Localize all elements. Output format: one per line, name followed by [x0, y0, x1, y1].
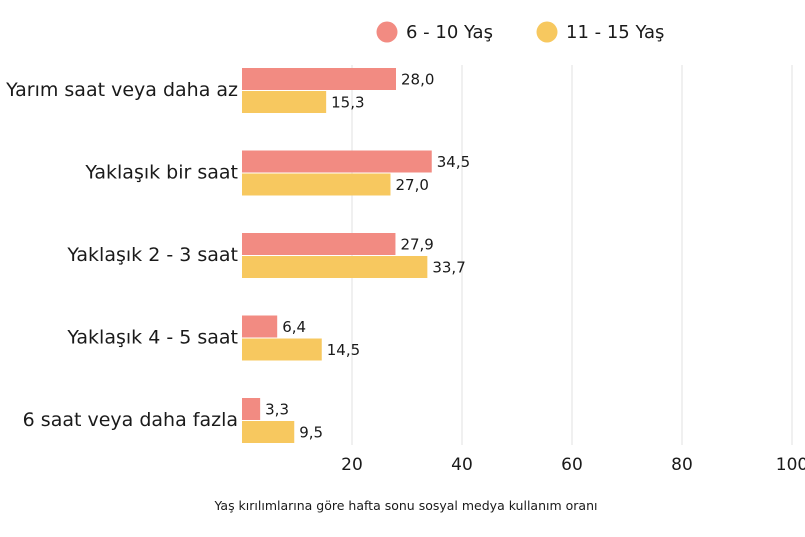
gridlines	[351, 65, 793, 445]
category-label: Yarım saat veya daha az	[5, 79, 238, 101]
x-tick-label: 40	[451, 455, 473, 475]
data-label: 6,4	[282, 318, 306, 336]
bar-age-11-15	[242, 338, 322, 361]
x-tick-label: 60	[561, 455, 583, 475]
bar-age-11-15	[242, 256, 428, 278]
category-label: Yaklaşık bir saat	[84, 162, 238, 184]
bar-age-11-15	[242, 173, 391, 196]
x-tick-label: 80	[671, 455, 693, 475]
data-label: 15,3	[331, 94, 364, 112]
data-label: 9,5	[299, 424, 323, 442]
bar-age-6-10	[242, 233, 396, 255]
bar-age-6-10	[242, 150, 432, 173]
bar-age-6-10	[242, 315, 278, 338]
data-label: 33,7	[432, 259, 465, 277]
bar-age-11-15	[242, 91, 327, 113]
bar-age-11-15	[242, 421, 295, 443]
labels: 20 40 60 80 100 Yarım saat veya daha az 28,0 15…	[5, 71, 805, 476]
legend-marker	[536, 21, 558, 43]
chart-caption: Yaş kırılımlarına göre hafta sonu sosyal…	[214, 498, 598, 513]
legend-marker	[376, 21, 398, 43]
legend: 6 - 10 Yaş 11 - 15 Yaş	[376, 21, 664, 43]
data-label: 14,5	[327, 341, 360, 359]
category-label: 6 saat veya daha fazla	[23, 409, 238, 431]
data-label: 3,3	[265, 401, 289, 419]
bar-age-6-10	[242, 398, 261, 420]
legend-label: 11 - 15 Yaş	[566, 22, 664, 43]
x-tick-label: 100	[776, 455, 805, 475]
data-label: 27,9	[400, 236, 433, 254]
data-label: 34,5	[437, 153, 470, 171]
x-tick-label: 20	[341, 455, 363, 475]
data-label: 27,0	[396, 176, 429, 194]
bars	[242, 68, 432, 443]
legend-label: 6 - 10 Yaş	[406, 22, 493, 43]
category-label: Yaklaşık 2 - 3 saat	[66, 244, 238, 266]
category-label: Yaklaşık 4 - 5 saat	[66, 327, 238, 349]
bar-age-6-10	[242, 68, 396, 90]
data-label: 28,0	[401, 71, 434, 89]
